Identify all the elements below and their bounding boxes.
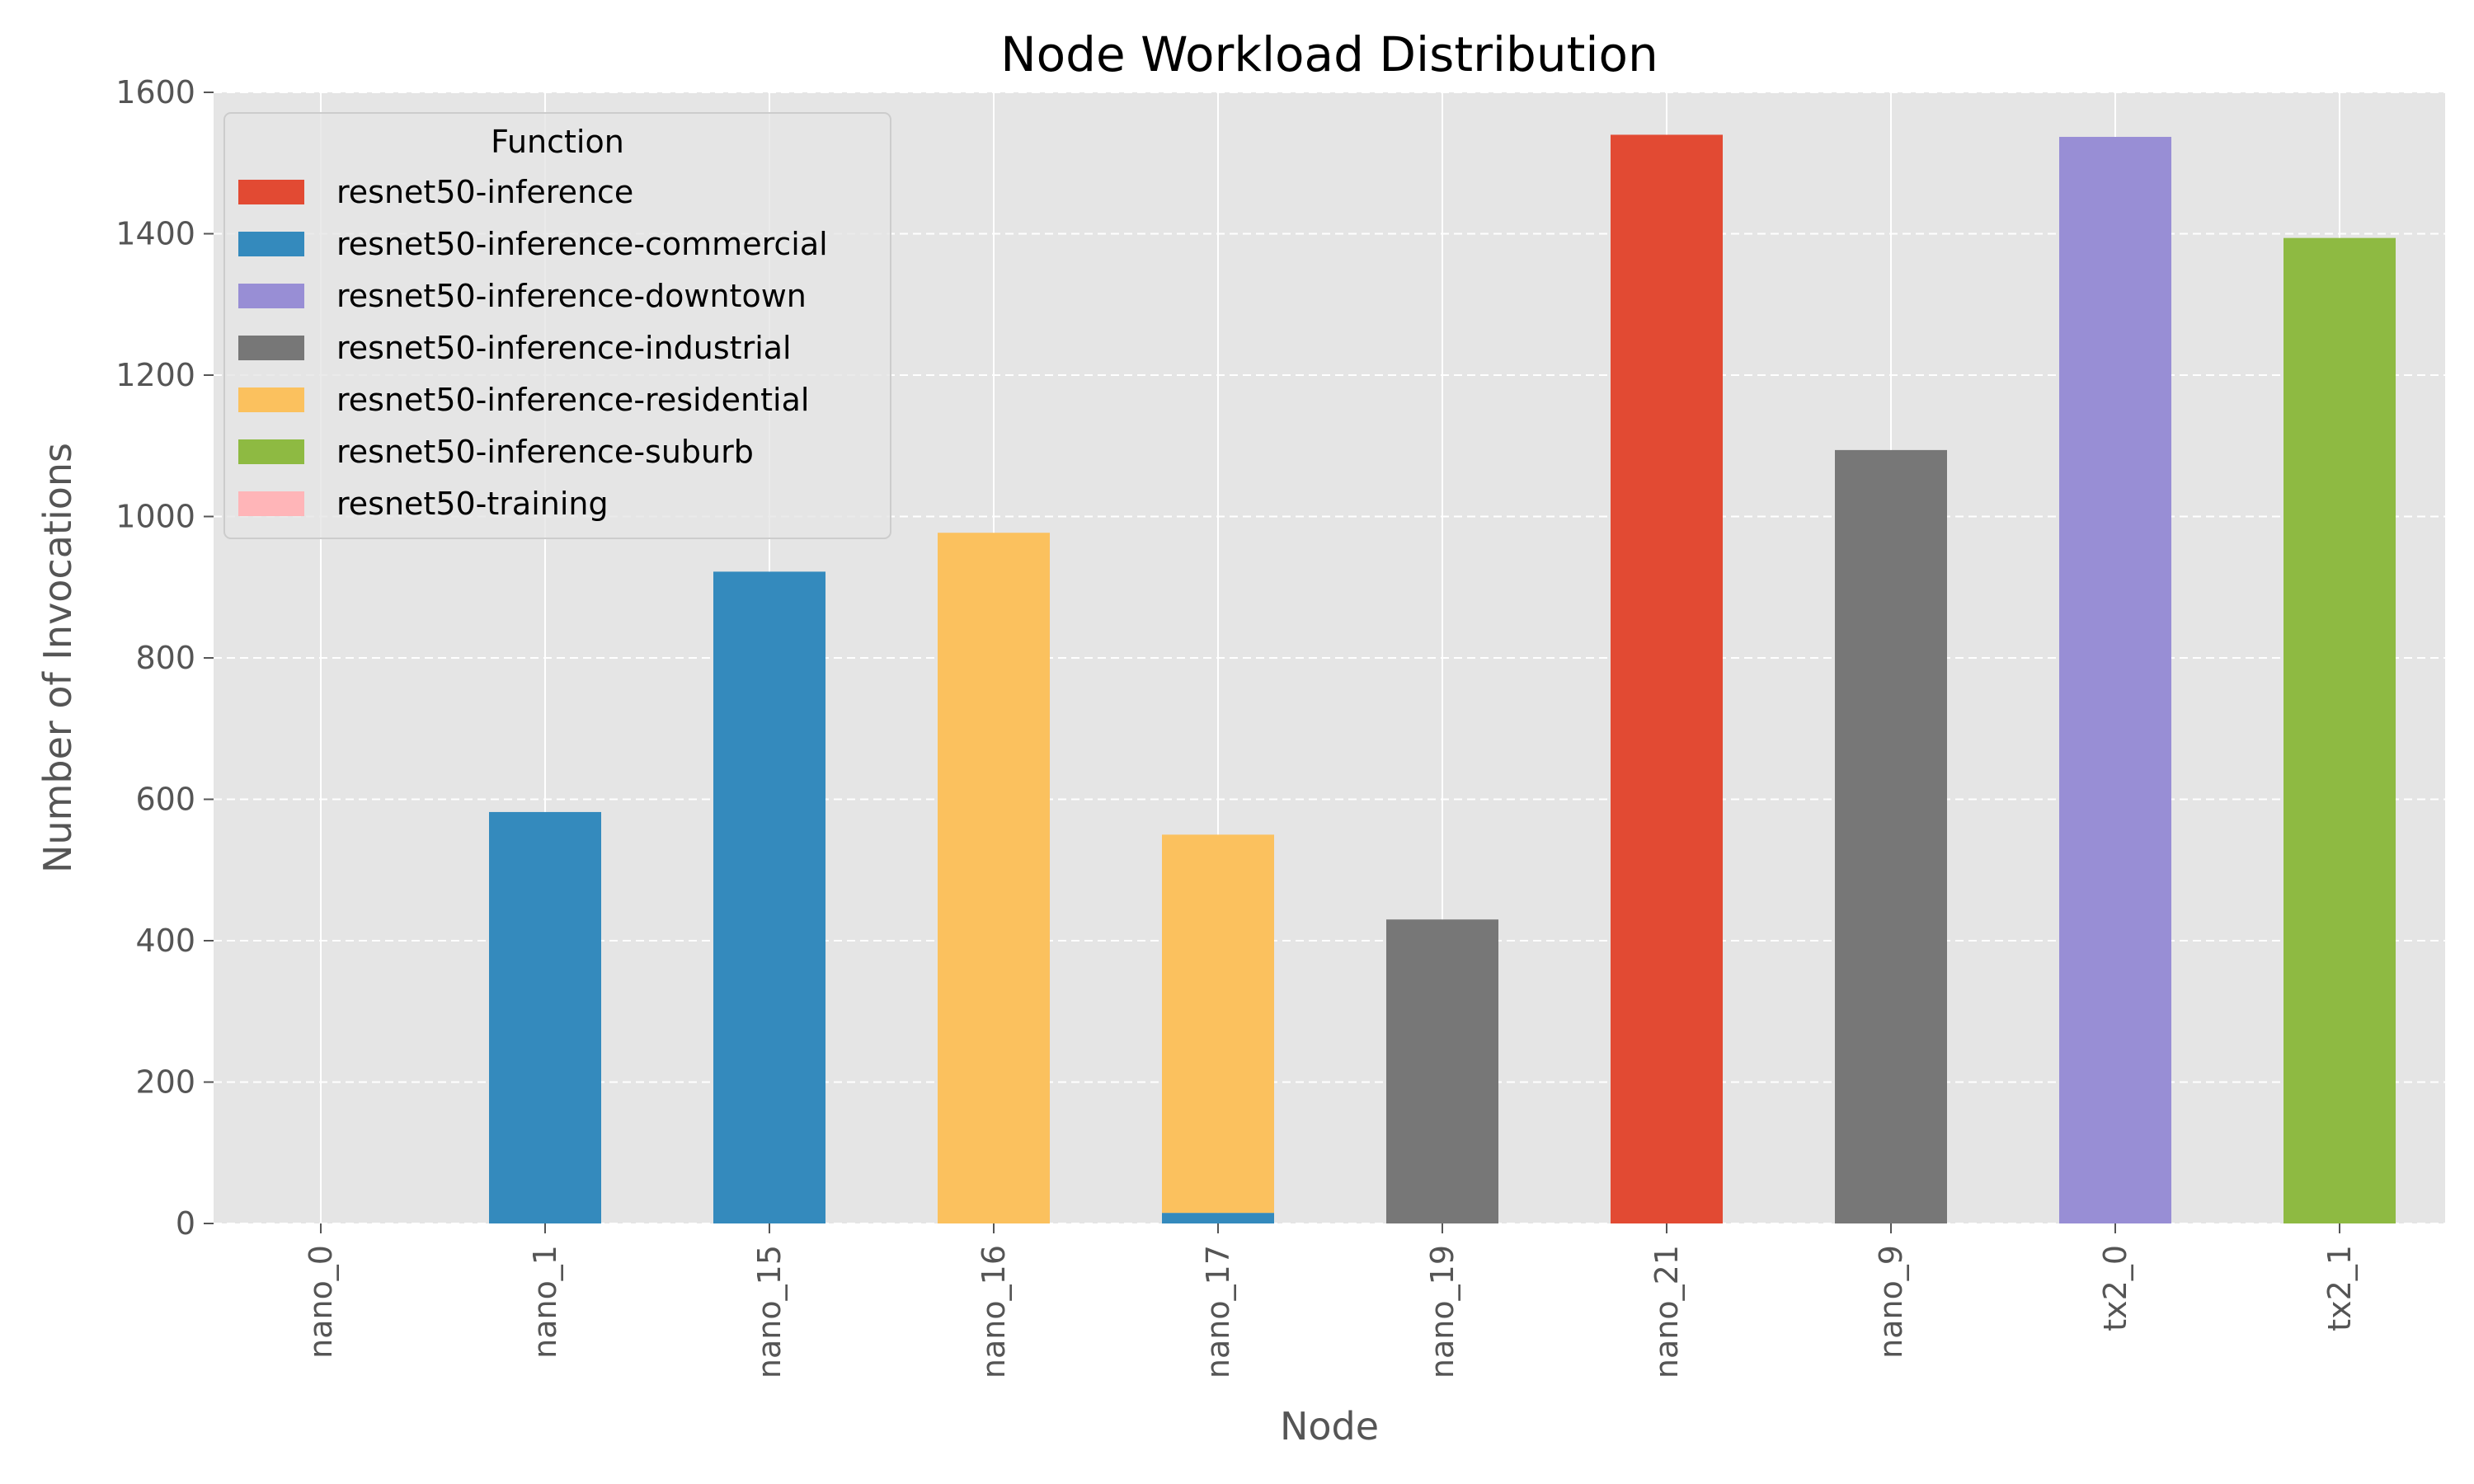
y-tick-label: 1000 (115, 499, 195, 535)
y-axis-ticks: 0 200 400 600 800 1000 1200 1400 1600 (115, 74, 214, 1242)
legend-label: resnet50-inference-commercial (336, 226, 828, 262)
bar-tx2_1-resnet50-inference-suburb (2284, 237, 2396, 1223)
x-tick-label: nano_9 (1873, 1245, 1909, 1359)
bar-nano_15-resnet50-inference-commercial (713, 571, 825, 1223)
bar-nano_1-resnet50-inference-commercial (489, 811, 601, 1223)
legend-swatch (238, 180, 304, 204)
legend-swatch (238, 491, 304, 516)
chart-title: Node Workload Distribution (1000, 26, 1658, 82)
x-tick-label: nano_17 (1200, 1245, 1236, 1378)
x-tick-label: tx2_0 (2097, 1245, 2133, 1331)
y-tick-label: 1600 (115, 74, 195, 110)
legend-label: resnet50-inference-downtown (336, 278, 807, 314)
x-tick-label: tx2_1 (2321, 1245, 2358, 1331)
legend: Function resnet50-inferenceresnet50-infe… (223, 112, 891, 539)
x-tick-label: nano_16 (976, 1245, 1012, 1378)
legend-items: resnet50-inference resnet50-inference-com… (238, 174, 828, 522)
legend-swatch (238, 284, 304, 308)
bar-nano_17-resnet50-inference-residential (1162, 834, 1274, 1214)
y-tick-label: 800 (135, 640, 195, 676)
x-tick-label: nano_19 (1424, 1245, 1460, 1378)
legend-label: resnet50-inference-suburb (336, 434, 754, 470)
x-tick-label: nano_0 (303, 1245, 339, 1359)
legend-label: resnet50-training (336, 486, 609, 522)
y-tick-label: 1200 (115, 357, 195, 393)
y-tick-label: 600 (135, 782, 195, 818)
x-tick-label: nano_21 (1649, 1245, 1685, 1378)
legend-frame (223, 112, 891, 539)
legend-swatch (238, 439, 304, 464)
y-tick-label: 0 (176, 1205, 195, 1242)
bar-tx2_0-resnet50-inference-downtown (2059, 137, 2171, 1224)
bar-nano_17-resnet50-inference-commercial (1162, 1213, 1274, 1223)
x-tick-label: nano_15 (751, 1245, 788, 1378)
x-tick-label: nano_1 (527, 1245, 563, 1359)
bars (489, 134, 2396, 1224)
bar-nano_16-resnet50-inference-residential (938, 533, 1050, 1223)
y-tick-label: 200 (135, 1064, 195, 1101)
legend-label: resnet50-inference (336, 174, 633, 210)
y-axis-label: Number of Invocations (35, 443, 80, 873)
legend-title: Function (491, 124, 624, 160)
legend-label: resnet50-inference-residential (336, 382, 809, 418)
y-tick-label: 1400 (115, 216, 195, 252)
legend-label: resnet50-inference-industrial (336, 330, 792, 366)
bar-nano_21-resnet50-inference (1611, 134, 1723, 1224)
x-axis-ticks: nano_0 nano_1 nano_15 nano_16 nano_17 nano_19… (303, 1223, 2358, 1378)
legend-swatch (238, 336, 304, 360)
legend-swatch (238, 232, 304, 256)
y-tick-label: 400 (135, 923, 195, 959)
x-axis-label: Node (1280, 1404, 1379, 1449)
legend-swatch (238, 387, 304, 412)
bar-nano_9-resnet50-inference-industrial (1835, 449, 1947, 1223)
bar-nano_19-resnet50-inference-industrial (1386, 919, 1498, 1223)
